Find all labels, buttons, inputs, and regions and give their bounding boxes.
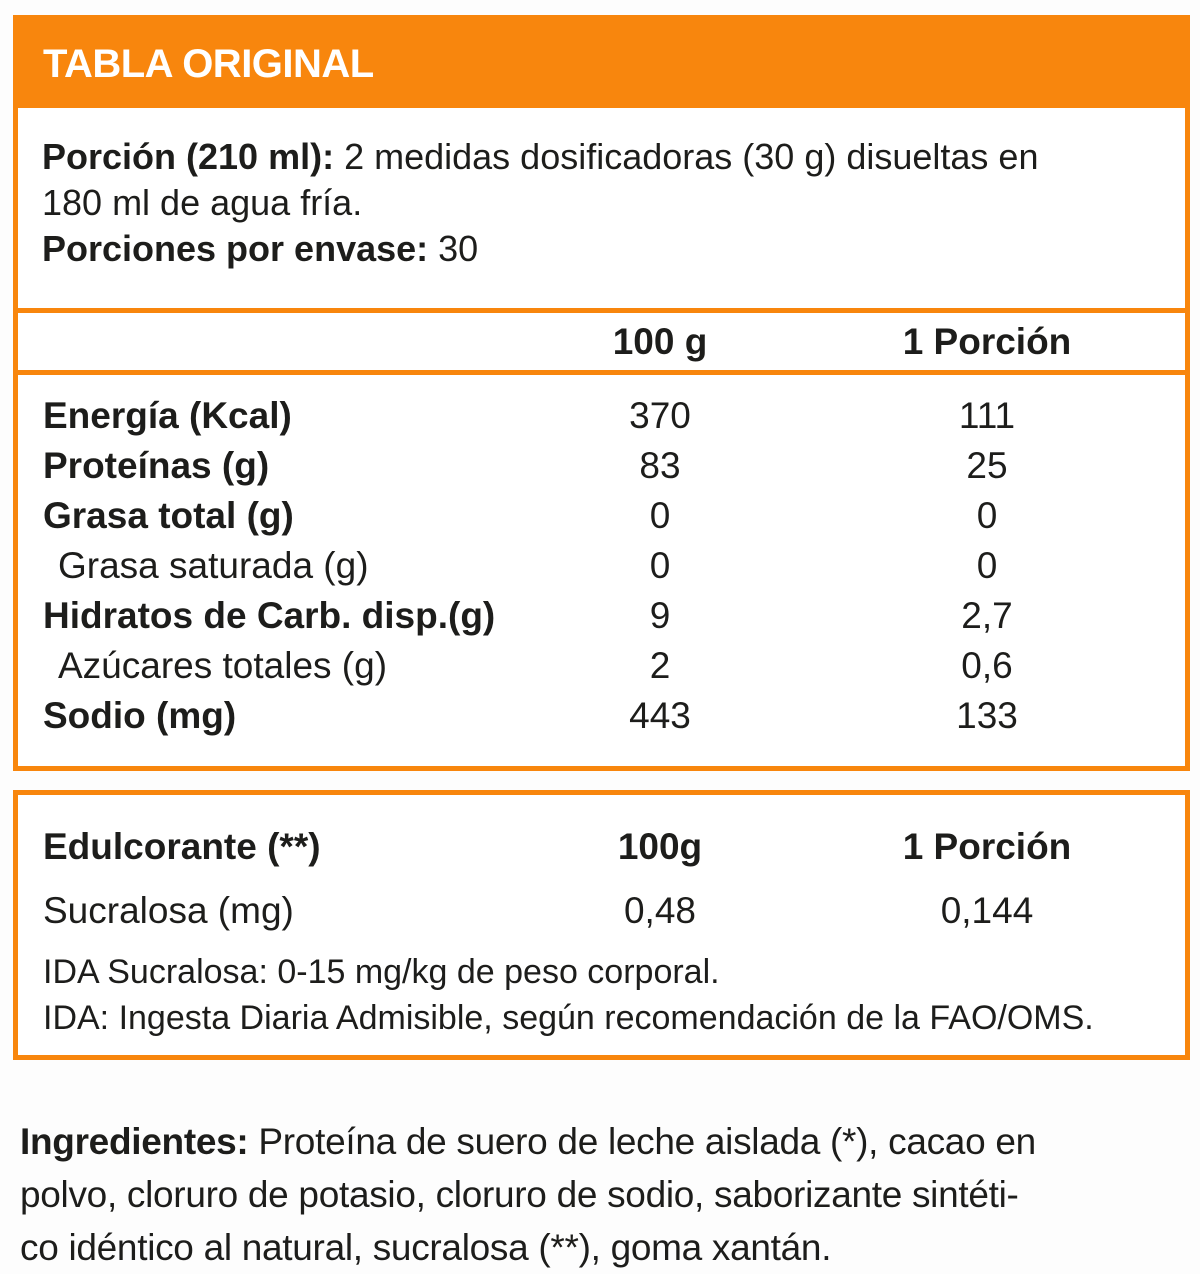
ida-line1: IDA Sucralosa: 0-15 mg/kg de peso corpor… — [43, 953, 720, 991]
row-label: Grasa total (g) — [43, 495, 294, 536]
row-value-porcion: 111 — [958, 395, 1016, 436]
nutrient-rows: Energía (Kcal) 370 111 Proteínas (g) 83 … — [18, 375, 1185, 766]
divider — [18, 370, 1185, 375]
row-value-porcion: 133 — [956, 695, 1018, 736]
column-header-porcion: 1 Porción — [902, 321, 1072, 362]
row-value-porcion: 0,144 — [940, 890, 1034, 931]
sweetener-table-box: Edulcorante (**) 100g 1 Porción Sucralos… — [13, 790, 1190, 1060]
serving-size-label: Porción (210 ml): — [42, 136, 335, 177]
row-value-porcion: 0 — [976, 495, 998, 536]
ida-note: IDA Sucralosa: 0-15 mg/kg de peso corpor… — [18, 949, 1185, 1041]
page-title: TABLA ORIGINAL — [43, 41, 374, 86]
table-row-sucralosa: Sucralosa (mg) 0,48 0,144 — [18, 879, 1185, 943]
divider — [18, 308, 1185, 313]
table-header-band: TABLA ORIGINAL — [18, 20, 1185, 108]
row-value-porcion: 25 — [966, 445, 1008, 486]
row-value-100g: 0,48 — [623, 890, 696, 931]
row-value-100g: 2 — [649, 645, 671, 686]
row-value-100g: 0 — [649, 495, 671, 536]
table-row-grasa-saturada: Grasa saturada (g) 0 0 — [18, 541, 1185, 591]
ingredients-line3: co idéntico al natural, sucralosa (**), … — [20, 1227, 832, 1268]
table-row-grasa-total: Grasa total (g) 0 0 — [18, 491, 1185, 541]
table-row-azucares: Azúcares totales (g) 2 0,6 — [18, 641, 1185, 691]
sweetener-header-label: Edulcorante (**) — [43, 826, 321, 867]
row-value-100g: 83 — [639, 445, 681, 486]
serving-size-text: 2 medidas dosificadoras (30 g) disueltas… — [344, 136, 1039, 177]
table-row-energia: Energía (Kcal) 370 111 — [18, 391, 1185, 441]
serving-size-text-line2: 180 ml de agua fría. — [42, 182, 363, 223]
ingredients-paragraph: Ingredientes: Proteína de suero de leche… — [20, 1115, 1190, 1274]
table-row-proteinas: Proteínas (g) 83 25 — [18, 441, 1185, 491]
ida-line2: IDA: Ingesta Diaria Admisible, según rec… — [43, 999, 1094, 1037]
row-label: Sodio (mg) — [43, 695, 237, 736]
ingredients-label: Ingredientes: — [20, 1121, 249, 1162]
row-value-100g: 370 — [629, 395, 691, 436]
row-value-porcion: 0 — [976, 545, 998, 586]
table-row-hidratos: Hidratos de Carb. disp.(g) 9 2,7 — [18, 591, 1185, 641]
nutrition-table-box: TABLA ORIGINAL Porción (210 ml): 2 medid… — [13, 15, 1190, 771]
row-value-100g: 443 — [629, 695, 691, 736]
column-header-100g: 100 g — [612, 321, 708, 362]
row-value-porcion: 2,7 — [961, 595, 1013, 636]
sweetener-column-porcion: 1 Porción — [902, 826, 1072, 867]
row-label: Hidratos de Carb. disp.(g) — [43, 595, 496, 636]
ingredients-line2: polvo, cloruro de potasio, cloruro de so… — [20, 1174, 1019, 1215]
sweetener-header-row: Edulcorante (**) 100g 1 Porción — [18, 815, 1185, 879]
sweetener-column-100g: 100g — [617, 826, 703, 867]
row-label: Grasa saturada (g) — [58, 545, 369, 586]
column-header-row: 100 g 1 Porción — [18, 313, 1185, 370]
serving-info: Porción (210 ml): 2 medidas dosificadora… — [18, 108, 1185, 308]
servings-per-container-value: 30 — [438, 228, 479, 269]
row-label: Sucralosa (mg) — [43, 890, 294, 931]
row-label: Proteínas (g) — [43, 445, 270, 486]
row-value-100g: 9 — [649, 595, 671, 636]
servings-per-container-label: Porciones por envase: — [42, 228, 429, 269]
table-row-sodio: Sodio (mg) 443 133 — [18, 691, 1185, 741]
row-label: Energía (Kcal) — [43, 395, 292, 436]
row-label: Azúcares totales (g) — [58, 645, 388, 686]
row-value-porcion: 0,6 — [961, 645, 1013, 686]
ingredients-line1: Proteína de suero de leche aislada (*), … — [258, 1121, 1036, 1162]
row-value-100g: 0 — [649, 545, 671, 586]
